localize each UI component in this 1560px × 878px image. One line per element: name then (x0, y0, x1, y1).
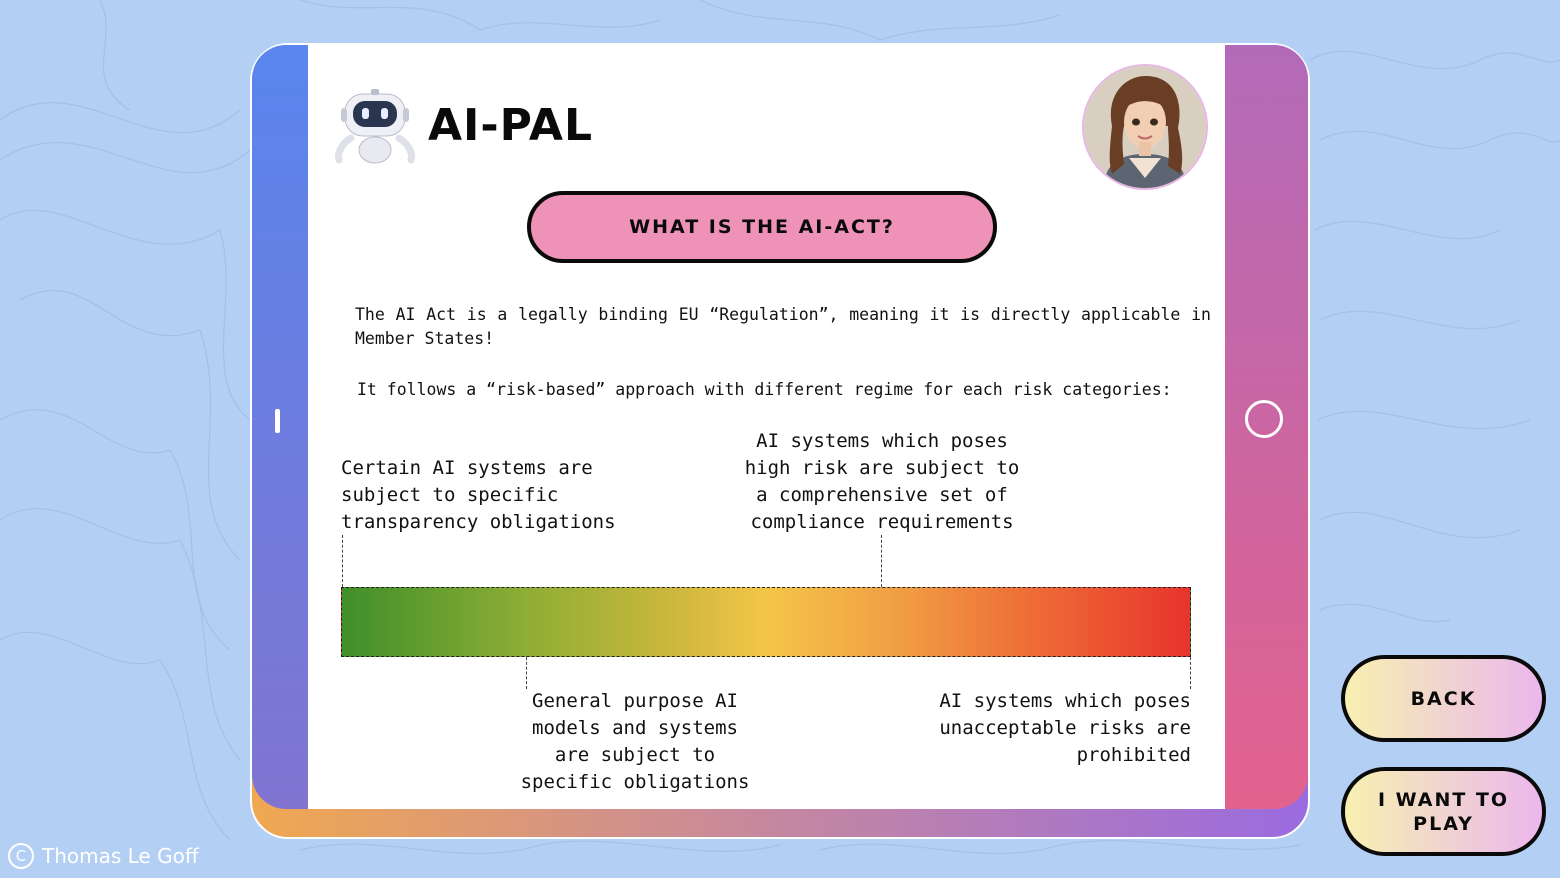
risk-gradient-bar (341, 587, 1191, 657)
avatar-image (1084, 66, 1206, 188)
avatar (1082, 64, 1208, 190)
leader-line-transparency (342, 535, 343, 587)
copyright-icon: C (8, 843, 34, 869)
what-is-ai-act-button[interactable]: WHAT IS THE AI-ACT? (527, 191, 997, 263)
intro-paragraph-2: It follows a “risk-based” approach with … (357, 380, 1172, 399)
tablet-screen (308, 45, 1225, 809)
leader-line-high-risk (881, 535, 882, 587)
risk-label-unacceptable: AI systems which poses unacceptable risk… (939, 690, 1191, 766)
tablet-left-bezel (252, 45, 308, 809)
robot-icon (335, 89, 415, 164)
credit-name: Thomas Le Goff (42, 844, 199, 868)
leader-line-unacceptable (1190, 657, 1191, 689)
what-is-ai-act-label: WHAT IS THE AI-ACT? (629, 216, 895, 238)
risk-label-general-purpose: General purpose AI models and systems ar… (520, 690, 750, 793)
tablet-side-bar-icon (275, 409, 280, 433)
app-title: AI-PAL (428, 100, 593, 151)
copyright-credit: C Thomas Le Goff (8, 843, 199, 869)
back-button[interactable]: BACK (1341, 655, 1546, 742)
play-button[interactable]: I WANT TO PLAY (1341, 767, 1546, 856)
risk-label-high-risk: AI systems which poses high risk are sub… (744, 430, 1020, 533)
risk-label-transparency: Certain AI systems are subject to specif… (341, 457, 616, 533)
leader-line-general-purpose (526, 657, 527, 689)
tablet-home-button-icon[interactable] (1245, 400, 1283, 438)
intro-paragraph-1: The AI Act is a legally binding EU “Regu… (355, 305, 1211, 348)
